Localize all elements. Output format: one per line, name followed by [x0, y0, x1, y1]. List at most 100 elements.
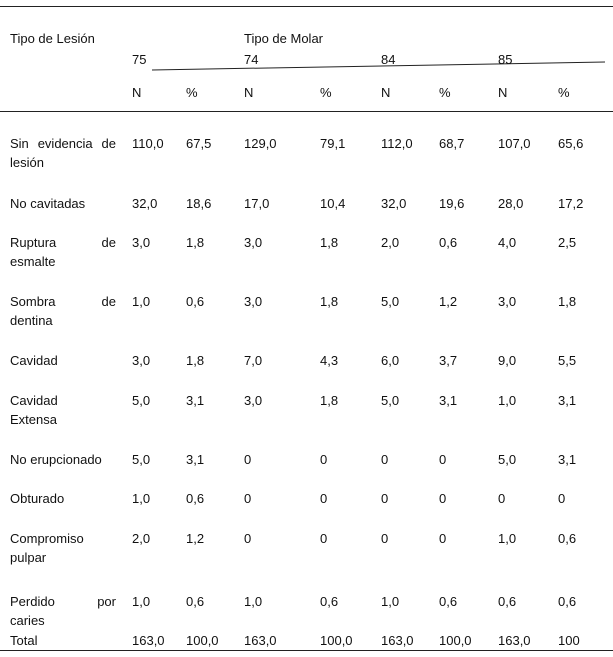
cell: 1,0 — [381, 594, 400, 609]
cell: 100 — [558, 633, 580, 648]
cell: 0,6 — [439, 594, 458, 609]
cell: 3,1 — [558, 452, 577, 467]
cell: 0 — [244, 491, 252, 506]
column-header: % — [439, 85, 451, 100]
cell: 0 — [381, 491, 389, 506]
cell: 129,0 — [244, 136, 277, 151]
cell: 5,0 — [132, 393, 151, 408]
cell: 4,3 — [320, 353, 339, 368]
header-label: Tipo de Lesión — [10, 31, 95, 46]
row-label-line: Obturado — [10, 491, 65, 506]
cell: 107,0 — [498, 136, 531, 151]
column-header: N — [381, 85, 391, 100]
cell: 3,0 — [132, 353, 151, 368]
cell: 5,0 — [381, 294, 400, 309]
cell: 1,8 — [186, 235, 205, 250]
cell: 6,0 — [381, 353, 400, 368]
cell: 0 — [439, 491, 447, 506]
column-header: % — [186, 85, 198, 100]
cell: 163,0 — [381, 633, 414, 648]
cell: 1,0 — [132, 294, 151, 309]
cell: 3,0 — [132, 235, 151, 250]
cell: 3,0 — [244, 294, 263, 309]
cell: 163,0 — [244, 633, 277, 648]
cell: 0 — [439, 452, 447, 467]
molar-label: 85 — [498, 52, 513, 67]
row-label-line: No cavitadas — [10, 196, 86, 211]
row-label-line: lesión — [10, 155, 44, 170]
cell: 1,8 — [320, 235, 339, 250]
cell: 2,0 — [381, 235, 400, 250]
cell: 68,7 — [439, 136, 465, 151]
cell: 0 — [244, 452, 252, 467]
row-label-line: dentina — [10, 313, 53, 328]
cell: 18,6 — [186, 196, 212, 211]
cell: 100,0 — [186, 633, 219, 648]
row-label: Perdido por caries — [10, 592, 116, 630]
row-label-line: esmalte — [10, 254, 56, 269]
cell: 1,8 — [320, 294, 339, 309]
cell: 0 — [381, 452, 389, 467]
row-label: Obturado — [10, 489, 116, 508]
molar-label: 84 — [381, 52, 396, 67]
cell: 163,0 — [498, 633, 531, 648]
cell: 0,6 — [186, 491, 205, 506]
cell: 32,0 — [132, 196, 158, 211]
cell: 17,2 — [558, 196, 584, 211]
cell: 0 — [320, 491, 328, 506]
row-label: No cavitadas — [10, 194, 116, 213]
row-label-line: Total — [10, 633, 38, 648]
row-label-line: caries — [10, 613, 45, 628]
cell: 0,6 — [320, 594, 339, 609]
bottom-rule — [0, 650, 613, 651]
cell: 1,0 — [244, 594, 263, 609]
cell: 3,0 — [244, 393, 263, 408]
row-label-line: No erupcionado — [10, 452, 102, 467]
group-label: Tipo de Molar — [244, 31, 323, 46]
row-label: Ruptura de esmalte — [10, 233, 116, 271]
row-label: Sombra de dentina — [10, 292, 116, 330]
row-label-line: pulpar — [10, 550, 47, 565]
cell: 1,8 — [186, 353, 205, 368]
cell: 0 — [244, 531, 252, 546]
molar-label: 75 — [132, 52, 147, 67]
cell: 0,6 — [558, 594, 577, 609]
cell: 19,6 — [439, 196, 465, 211]
cell: 65,6 — [558, 136, 584, 151]
cell: 100,0 — [439, 633, 472, 648]
cell: 0 — [320, 452, 328, 467]
row-label: Cavidad Extensa — [10, 391, 116, 429]
cell: 0 — [498, 491, 506, 506]
cell: 1,8 — [558, 294, 577, 309]
header-rule — [0, 111, 613, 112]
cell: 5,0 — [381, 393, 400, 408]
row-label: No erupcionado — [10, 450, 116, 469]
row-label-line: Ruptura de — [10, 235, 116, 250]
cell: 3,7 — [439, 353, 458, 368]
cell: 0 — [381, 531, 389, 546]
cell: 5,5 — [558, 353, 577, 368]
row-label: Sin evidencia de lesión — [10, 134, 116, 172]
cell: 1,0 — [498, 393, 517, 408]
cell: 163,0 — [132, 633, 165, 648]
cell: 10,4 — [320, 196, 346, 211]
cell: 5,0 — [132, 452, 151, 467]
cell: 2,0 — [132, 531, 151, 546]
cell: 1,0 — [132, 491, 151, 506]
cell: 5,0 — [498, 452, 517, 467]
cell: 0 — [558, 491, 566, 506]
cell: 1,2 — [186, 531, 205, 546]
cell: 1,8 — [320, 393, 339, 408]
column-header: % — [558, 85, 570, 100]
cell: 110,0 — [132, 136, 164, 151]
cell: 3,1 — [558, 393, 577, 408]
top-rule — [0, 6, 613, 7]
row-label-line: Compromiso — [10, 531, 84, 546]
row-label-line: Perdido por — [10, 594, 116, 609]
cell: 0,6 — [186, 594, 205, 609]
group-rule — [151, 61, 606, 71]
cell: 100,0 — [320, 633, 353, 648]
cell: 3,0 — [498, 294, 517, 309]
cell: 0 — [320, 531, 328, 546]
